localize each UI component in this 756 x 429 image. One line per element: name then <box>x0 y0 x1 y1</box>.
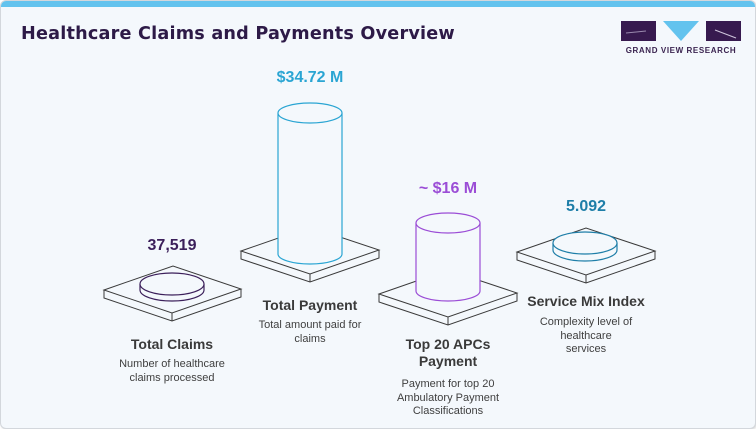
metric-desc-top-apcs: Payment for top 20 Ambulatory Payment Cl… <box>396 378 500 417</box>
cylinder-top-apcs <box>415 212 481 302</box>
metric-desc-total-payment: Total amount paid for claims <box>258 319 362 345</box>
metric-desc-total-claims: Number of healthcare claims processed <box>119 358 225 384</box>
metric-value-service-mix: 5.092 <box>565 198 607 215</box>
page-title: Healthcare Claims and Payments Overview <box>21 23 455 44</box>
disc-total-claims <box>139 272 205 302</box>
metric-value-total-payment: $34.72 M <box>276 69 344 86</box>
brand-logo: GRAND VIEW RESEARCH <box>621 21 741 61</box>
metric-value-top-apcs: ~ $16 M <box>418 180 478 197</box>
metric-label-total-payment: Total Payment <box>262 297 358 313</box>
metric-desc-service-mix: Complexity level of healthcare services <box>539 316 633 355</box>
disc-service-mix <box>552 231 618 262</box>
top-accent-bar <box>1 1 755 7</box>
metric-label-service-mix: Service Mix Index <box>527 293 645 309</box>
brand-name: GRAND VIEW RESEARCH <box>625 46 737 55</box>
metric-label-total-claims: Total Claims <box>130 336 214 352</box>
gvr-logo-icon <box>621 21 741 41</box>
metric-label-top-apcs: Top 20 APCs Payment <box>405 336 491 369</box>
metric-value-total-claims: 37,519 <box>147 237 197 254</box>
cylinder-total-payment <box>277 102 343 265</box>
